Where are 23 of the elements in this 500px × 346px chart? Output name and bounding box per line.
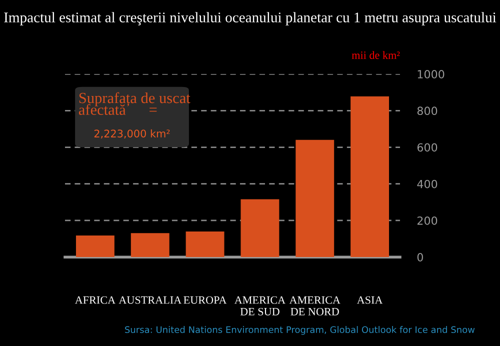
bar	[350, 96, 390, 258]
y-tick-label: 800	[417, 106, 438, 116]
bar	[130, 233, 170, 258]
y-tick-label: 600	[417, 143, 438, 152]
x-tick-label: AMERICA DE NORD	[289, 296, 340, 316]
y-tick-label: 1000	[418, 70, 444, 78]
text: Sursa: United Nations Environment Program, Global Outlook for Ice and Snow	[125, 326, 475, 335]
y-tick-label: 0	[417, 253, 423, 262]
x-tick-label: EUROPA	[184, 296, 227, 304]
annotation: 2,223,000 km²	[94, 129, 170, 139]
y-tick-label: 400	[417, 180, 438, 188]
bar	[186, 231, 224, 258]
x-tick-label: AMERICA DE SUD	[234, 296, 286, 316]
x-tick-label: AFRICA	[74, 296, 116, 304]
bar	[296, 140, 334, 258]
annotation: Suprafața de uscat afectată =	[78, 92, 190, 115]
bar	[240, 199, 280, 258]
x-tick-label: AUSTRALIA	[118, 296, 182, 304]
chart-title: Impactul estimat al creşterii nivelului oceanului planetar cu 1 metru asupra uscatului	[4, 12, 496, 26]
y-axis-title: mii de km²	[352, 51, 400, 59]
y-tick-label: 200	[417, 216, 438, 225]
x-tick-label: ASIA	[356, 296, 383, 304]
bar	[76, 235, 114, 258]
